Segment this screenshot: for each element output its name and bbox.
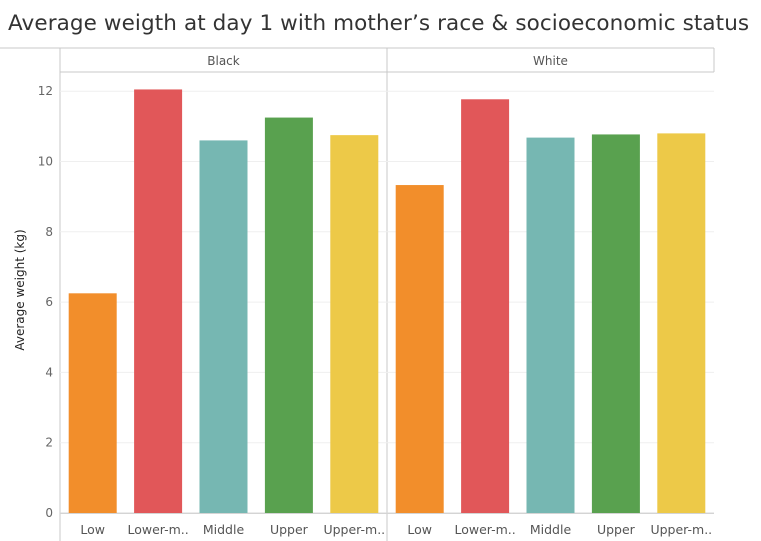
x-tick-label: Upper-m.. (650, 522, 712, 537)
x-tick-label: Middle (203, 522, 245, 537)
x-tick-label: Low (80, 522, 105, 537)
bar-black-0 (68, 293, 117, 513)
labels: 0 2 4 6 8 10 12 Black Low Lower-m.. Middle Upper Upp… (38, 54, 712, 537)
y-tick-label: 6 (45, 295, 53, 309)
x-tick-label: Upper-m.. (323, 522, 385, 537)
bar-black-2 (199, 140, 248, 513)
bar-black-3 (264, 117, 313, 513)
y-tick-label: 2 (45, 436, 53, 450)
x-tick-label: Upper (597, 522, 636, 537)
y-tick-label: 4 (45, 365, 53, 379)
chart-title: Average weigth at day 1 with mother’s ra… (8, 11, 750, 36)
x-tick-label: Lower-m.. (127, 522, 188, 537)
bar-black-1 (134, 89, 183, 513)
x-tick-label: Middle (530, 522, 572, 537)
bar-white-0 (395, 185, 444, 513)
x-tick-label: Lower-m.. (454, 522, 515, 537)
bar-black-4 (330, 135, 379, 513)
bar-white-2 (526, 137, 575, 513)
bar-white-1 (461, 99, 510, 514)
y-tick-label: 12 (38, 84, 53, 98)
bars (68, 89, 706, 514)
x-tick-label: Upper (270, 522, 309, 537)
y-tick-label: 10 (38, 155, 53, 169)
y-axis-title: Average weight (kg) (13, 229, 27, 350)
bar-white-4 (657, 133, 706, 513)
y-tick-label: 8 (45, 225, 53, 239)
panel-header-white: White (533, 54, 568, 68)
bar-white-3 (591, 134, 640, 513)
panel-header-black: Black (207, 54, 240, 68)
x-tick-label: Low (407, 522, 432, 537)
y-tick-label: 0 (45, 506, 53, 520)
